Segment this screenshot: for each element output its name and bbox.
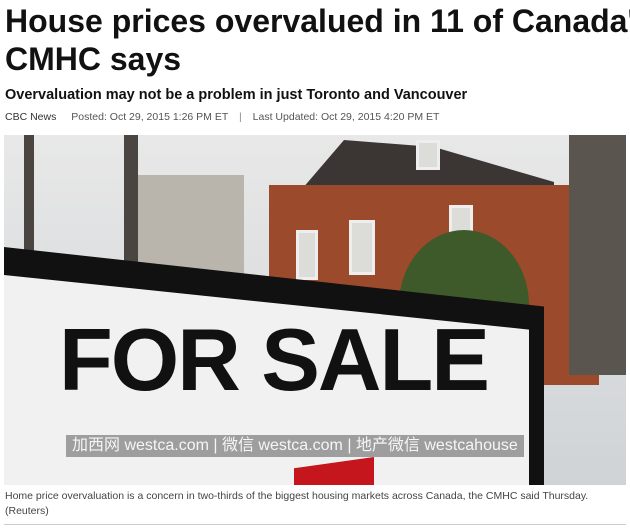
for-sale-text: FOR SALE <box>59 310 490 409</box>
photo-caption: Home price overvaluation is a concern in… <box>5 490 589 517</box>
article-meta: CBC News Posted: Oct 29, 2015 1:26 PM ET… <box>5 111 439 124</box>
updated-date: Last Updated: Oct 29, 2015 4:20 PM ET <box>252 111 440 123</box>
house-window <box>416 140 440 170</box>
posted-date: Posted: Oct 29, 2015 1:26 PM ET <box>71 111 229 123</box>
meta-separator: | <box>239 111 242 123</box>
divider <box>4 524 626 525</box>
house-window <box>296 230 318 280</box>
source-link[interactable]: CBC News <box>5 111 57 123</box>
house-window <box>349 220 375 275</box>
tree-trunk <box>124 135 138 275</box>
tree-branch <box>24 135 34 255</box>
title-line-2: CMHC says <box>5 41 182 77</box>
article-subtitle: Overvaluation may not be a problem in ju… <box>5 87 468 103</box>
article-photo: FOR SALE 加西网 westca.com | 微信 westca.com … <box>4 135 626 485</box>
neighbor-house <box>569 135 626 375</box>
article-title: House prices overvalued in 11 of Canada'… <box>5 2 630 78</box>
watermark: 加西网 westca.com | 微信 westca.com | 地产微信 we… <box>66 435 524 457</box>
title-line-1: House prices overvalued in 11 of Canada'… <box>5 3 630 39</box>
